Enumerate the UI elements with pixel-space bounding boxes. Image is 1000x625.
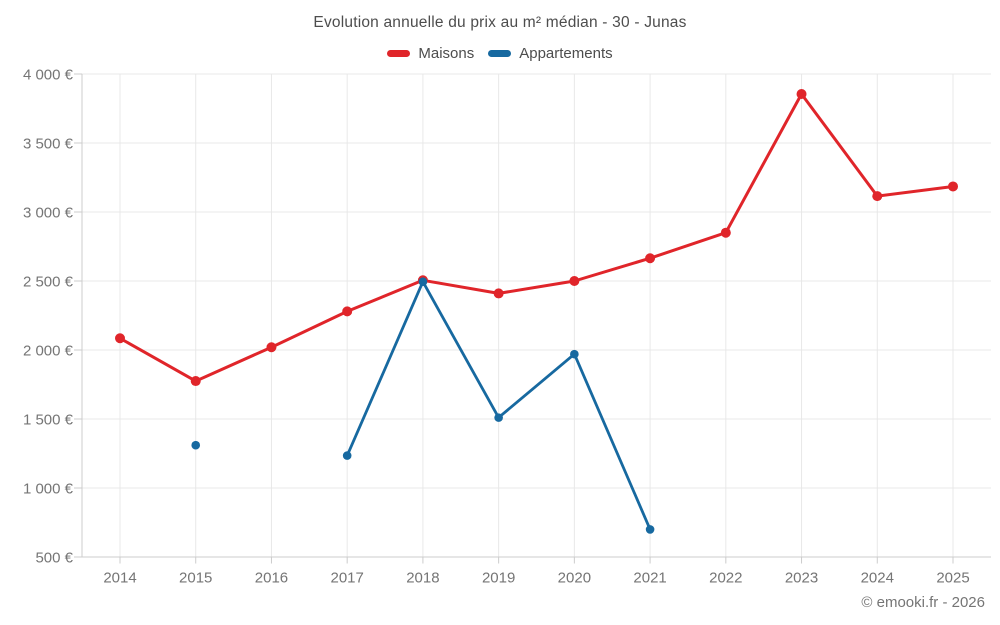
data-point-maisons-2023[interactable] xyxy=(796,89,807,100)
data-point-maisons-2019[interactable] xyxy=(493,288,504,299)
y-tick-label: 4 000 € xyxy=(23,66,74,83)
data-point-maisons-2024[interactable] xyxy=(872,191,883,202)
series-line-maisons xyxy=(118,92,955,383)
x-tick-label: 2015 xyxy=(179,569,212,586)
x-tick-label: 2025 xyxy=(936,569,969,586)
data-point-maisons-2015[interactable] xyxy=(190,376,201,387)
legend-swatch-maisons xyxy=(387,50,411,57)
x-tick-label: 2023 xyxy=(785,569,818,586)
x-tick-label: 2017 xyxy=(330,569,363,586)
data-point-maisons-2025[interactable] xyxy=(948,181,958,192)
y-tick-label: 2 500 € xyxy=(23,273,74,290)
attribution: © emooki.fr - 2026 xyxy=(861,594,985,611)
data-point-appartements-2018[interactable] xyxy=(418,277,428,286)
chart-legend: Maisons Appartements xyxy=(0,45,1000,62)
data-point-maisons-2016[interactable] xyxy=(266,342,277,353)
data-point-appartements-2019[interactable] xyxy=(494,413,503,422)
x-tick-label: 2021 xyxy=(633,569,666,586)
y-tick-label: 1 500 € xyxy=(23,411,74,428)
y-tick-label: 3 500 € xyxy=(23,135,74,152)
data-point-maisons-2021[interactable] xyxy=(645,253,656,264)
x-tick-label: 2016 xyxy=(255,569,288,586)
x-tick-label: 2024 xyxy=(861,569,894,586)
data-point-maisons-2017[interactable] xyxy=(342,306,353,317)
legend-label-maisons: Maisons xyxy=(418,45,475,62)
y-tick-label: 500 € xyxy=(35,549,73,566)
data-point-maisons-2022[interactable] xyxy=(720,227,731,238)
legend-item-maisons[interactable]: Maisons xyxy=(387,45,474,62)
data-point-appartements-2017[interactable] xyxy=(342,451,352,460)
legend-swatch-appartements xyxy=(488,50,512,57)
y-tick-label: 3 000 € xyxy=(23,204,74,221)
data-point-appartements-2020[interactable] xyxy=(570,349,579,359)
x-tick-label: 2019 xyxy=(482,569,515,586)
data-point-appartements-2015[interactable] xyxy=(191,440,201,450)
legend-label-appartements: Appartements xyxy=(519,45,613,62)
y-tick-label: 2 000 € xyxy=(23,342,74,359)
data-point-appartements-2021[interactable] xyxy=(645,525,655,534)
x-tick-label: 2014 xyxy=(103,569,136,586)
legend-item-appartements[interactable]: Appartements xyxy=(488,45,613,62)
y-tick-label: 1 000 € xyxy=(23,480,74,497)
data-point-maisons-2014[interactable] xyxy=(115,333,125,344)
x-tick-label: 2022 xyxy=(709,569,742,586)
x-tick-label: 2018 xyxy=(406,569,439,586)
chart-title: Evolution annuelle du prix au m² médian … xyxy=(313,14,687,31)
data-point-maisons-2020[interactable] xyxy=(569,276,580,286)
x-tick-label: 2020 xyxy=(558,569,591,586)
